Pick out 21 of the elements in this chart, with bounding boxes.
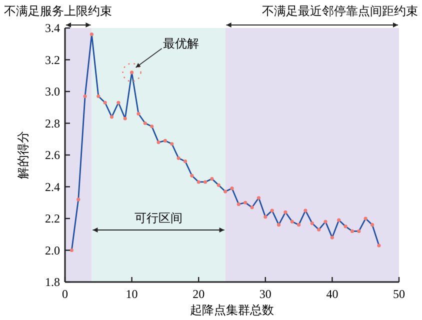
x-axis-title: 起降点集群总数: [190, 303, 274, 317]
band-label: 可行区间: [134, 211, 183, 225]
x-tick-label: 50: [393, 287, 405, 301]
y-axis-title: 解的得分: [16, 131, 30, 179]
y-tick-label: 1.8: [45, 275, 60, 290]
annotation: 最优解: [162, 36, 199, 50]
y-tick-label: 2.2: [45, 212, 60, 226]
x-tick-label: 0: [62, 287, 68, 301]
y-tick-label: 3.2: [45, 52, 60, 67]
y-tick-label: 2.4: [45, 180, 60, 194]
y-tick-label: 2.6: [45, 148, 60, 162]
band-label: 不满足服务上限约束: [4, 4, 112, 18]
x-tick-label: 40: [326, 287, 338, 301]
y-tick-label: 2.0: [45, 243, 60, 258]
y-tick-label: 2.8: [45, 116, 60, 130]
x-tick-label: 20: [192, 287, 205, 301]
band-label: 不满足最近邻停靠点间距约束: [262, 4, 418, 18]
x-tick-label: 30: [259, 287, 272, 301]
y-tick-label: 3.4: [45, 21, 60, 36]
x-tick-label: 10: [126, 287, 138, 301]
y-tick-label: 3.0: [45, 84, 60, 99]
